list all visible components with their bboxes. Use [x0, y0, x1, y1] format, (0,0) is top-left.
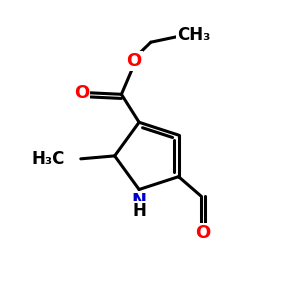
Text: N: N [132, 192, 147, 210]
Text: O: O [74, 84, 89, 102]
Text: O: O [195, 224, 210, 242]
Text: H₃C: H₃C [31, 150, 64, 168]
Text: O: O [127, 52, 142, 70]
Text: H: H [132, 202, 146, 220]
Text: CH₃: CH₃ [177, 26, 210, 44]
